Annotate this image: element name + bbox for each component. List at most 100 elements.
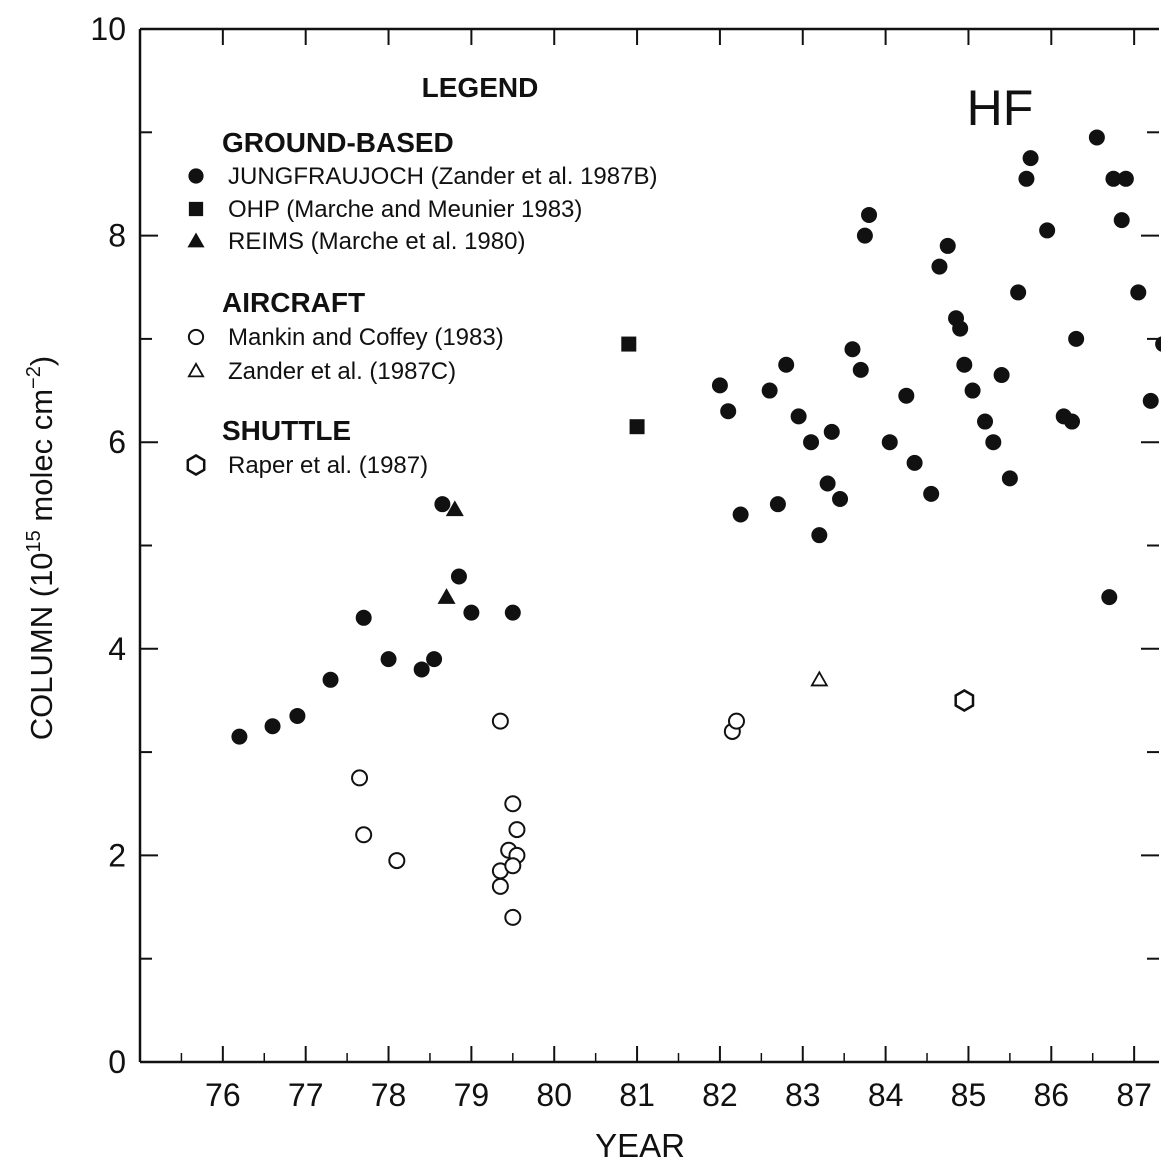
data-point-filled-circle <box>711 377 728 394</box>
x-tick-label: 84 <box>868 1077 904 1113</box>
data-point-open-circle <box>491 712 509 730</box>
data-point-filled-triangle <box>437 588 456 604</box>
series-open-hexagon <box>954 689 975 712</box>
series-filled-circle <box>231 129 1161 745</box>
legend-entry-label: Mankin and Coffey (1983) <box>228 324 504 351</box>
data-point-filled-circle <box>463 604 480 621</box>
data-point-filled-circle <box>977 413 994 430</box>
data-point-filled-circle <box>1022 150 1039 167</box>
data-point-filled-circle <box>939 237 956 254</box>
y-axis-label-main: COLUMN (10 <box>24 552 59 740</box>
data-point-open-hexagon <box>954 689 975 712</box>
data-point-filled-circle <box>952 320 969 337</box>
x-axis-label: YEAR <box>595 1127 685 1160</box>
x-tick-label: 83 <box>785 1077 821 1113</box>
y-axis-label-units: molec cm <box>24 389 59 530</box>
data-point-filled-circle <box>426 651 443 668</box>
data-point-filled-circle <box>852 361 869 378</box>
data-point-filled-circle <box>264 718 281 735</box>
y-tick-label: 6 <box>108 424 126 460</box>
data-point-filled-circle <box>1010 284 1027 301</box>
legend-title: LEGEND <box>422 72 539 103</box>
y-tick-label: 10 <box>90 11 126 47</box>
legend-group-heading: SHUTTLE <box>222 415 351 446</box>
x-tick-label: 78 <box>371 1077 407 1113</box>
data-point-filled-square <box>629 419 645 435</box>
legend-marker-filled-square <box>188 201 204 217</box>
data-point-filled-circle <box>1117 170 1134 187</box>
y-axis-label: COLUMN (1015 molec cm−2) <box>23 356 59 740</box>
data-point-filled-circle <box>1101 589 1118 606</box>
data-point-filled-circle <box>1068 330 1085 347</box>
data-marks <box>231 129 1161 926</box>
x-tick-label: 85 <box>951 1077 987 1113</box>
data-point-filled-circle <box>881 434 898 451</box>
data-point-filled-circle <box>1130 284 1147 301</box>
x-tick-label: 82 <box>702 1077 738 1113</box>
data-point-filled-circle <box>1155 336 1161 352</box>
y-tick-label: 8 <box>108 218 126 254</box>
data-point-filled-circle <box>732 506 749 523</box>
y-tick-label: 0 <box>108 1044 126 1080</box>
data-point-filled-circle <box>811 527 828 544</box>
data-point-filled-circle <box>861 206 878 223</box>
data-point-filled-circle <box>450 568 467 585</box>
data-point-filled-circle <box>1105 170 1122 187</box>
data-point-filled-circle <box>906 454 923 471</box>
y-axis-label-exponent-2: −2 <box>23 366 45 389</box>
legend-marker-filled-triangle <box>187 232 205 248</box>
data-point-filled-circle <box>844 341 861 358</box>
data-point-filled-circle <box>823 423 840 440</box>
data-point-open-circle <box>351 769 369 787</box>
x-axis: 76 77 78 79 80 81 82 83 84 85 86 87 <box>180 29 1152 1113</box>
data-point-filled-circle <box>231 728 248 745</box>
data-point-filled-circle <box>355 609 372 626</box>
data-point-open-circle <box>504 857 522 875</box>
data-point-filled-circle <box>923 485 940 502</box>
y-axis-label-close: ) <box>24 356 59 366</box>
data-point-filled-circle <box>769 496 786 513</box>
data-point-filled-circle <box>832 491 849 508</box>
y-axis-label-exponent-1: 15 <box>23 530 45 552</box>
legend-entry-label: Zander et al. (1987C) <box>228 358 456 385</box>
data-point-filled-circle <box>985 434 1002 451</box>
data-point-open-circle <box>504 908 522 926</box>
data-point-filled-circle <box>1001 470 1018 487</box>
data-point-filled-circle <box>898 387 915 404</box>
legend-entry-label: REIMS (Marche et al. 1980) <box>228 228 525 255</box>
data-point-filled-circle <box>956 356 973 373</box>
x-tick-label: 87 <box>1116 1077 1152 1113</box>
data-point-filled-circle <box>413 661 430 678</box>
data-point-open-triangle <box>810 670 829 687</box>
data-point-filled-circle <box>819 475 836 492</box>
legend-entry-label: JUNGFRAUJOCH (Zander et al. 1987B) <box>228 163 657 190</box>
data-point-open-circle <box>355 826 373 844</box>
data-point-filled-circle <box>790 408 807 425</box>
data-point-open-circle <box>504 795 522 813</box>
legend-marker-filled-circle <box>188 168 204 184</box>
data-point-filled-circle <box>380 651 397 668</box>
series-open-circle <box>351 712 745 926</box>
data-point-filled-circle <box>1039 222 1056 239</box>
legend-entry-label: Raper et al. (1987) <box>228 452 428 479</box>
data-point-filled-circle <box>803 434 820 451</box>
chart-title: HF <box>967 80 1034 136</box>
legend-marker-open-triangle <box>187 362 205 378</box>
data-point-filled-circle <box>931 258 948 275</box>
data-point-filled-circle <box>778 356 795 373</box>
series-filled-square <box>621 336 645 435</box>
data-point-filled-circle <box>993 367 1010 384</box>
data-point-filled-circle <box>856 227 873 244</box>
data-point-open-circle <box>491 877 509 895</box>
data-point-filled-circle <box>1113 212 1130 229</box>
data-point-open-circle <box>508 821 526 839</box>
data-point-filled-circle <box>289 707 306 724</box>
legend-entry-label: OHP (Marche and Meunier 1983) <box>228 196 582 223</box>
data-point-open-circle <box>727 712 745 730</box>
y-axis: 0 2 4 6 8 10 <box>90 11 1159 1080</box>
data-point-filled-circle <box>1088 129 1105 146</box>
data-point-open-circle <box>388 852 406 870</box>
data-point-filled-circle <box>504 604 521 621</box>
x-tick-label: 77 <box>288 1077 324 1113</box>
